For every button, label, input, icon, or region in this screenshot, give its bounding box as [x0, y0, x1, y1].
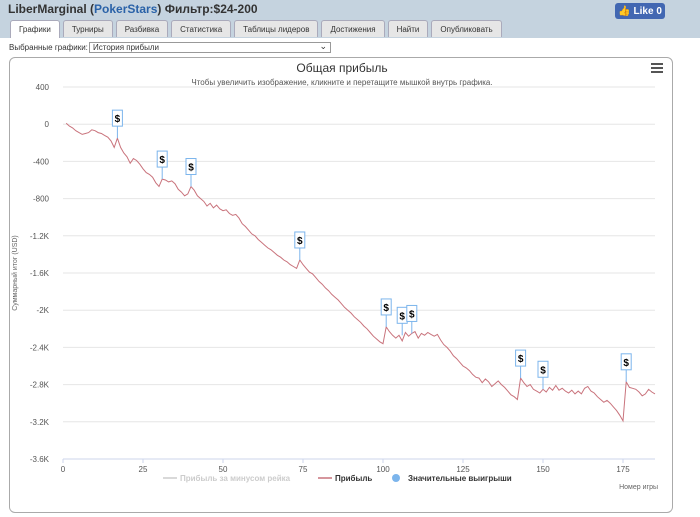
filter-text: Фильтр:$24-200 [164, 2, 258, 16]
y-tick-label: -2K [37, 306, 50, 315]
big-win-label: $ [159, 155, 165, 166]
big-win-flag [156, 150, 168, 168]
like-button[interactable]: 👍 Like 0 [615, 3, 665, 19]
legend-item-label: Прибыль за минусом рейка [180, 474, 291, 483]
y-tick-label: -2.4K [30, 343, 50, 352]
y-tick-label: -1.2K [30, 232, 50, 241]
x-tick-label: 125 [456, 465, 470, 474]
x-tick-label: 0 [61, 465, 66, 474]
tab-2[interactable]: Разбивка [115, 20, 169, 37]
thumbs-up-icon: 👍 [618, 5, 631, 17]
big-win-flag [620, 353, 632, 371]
legend-item-label: Значительные выигрыши [408, 474, 512, 483]
x-tick-label: 175 [616, 465, 630, 474]
chart-title: Общая прибыль [296, 61, 387, 75]
page-title: LiberMarginal (PokerStars) Фильтр:$24-20… [8, 2, 258, 16]
tab-6[interactable]: Найти [387, 20, 429, 37]
x-tick-label: 50 [219, 465, 228, 474]
big-win-label: $ [409, 309, 415, 320]
chart-menu-icon[interactable] [651, 63, 663, 73]
big-win-flag [111, 109, 123, 127]
like-label: Like 0 [633, 5, 662, 17]
big-win-flag [537, 360, 549, 378]
player-name: LiberMarginal [8, 2, 87, 16]
header-bar: LiberMarginal (PokerStars) Фильтр:$24-20… [0, 0, 700, 20]
tab-1[interactable]: Турниры [62, 20, 113, 37]
chart-select-value: История прибыли [93, 43, 159, 52]
y-tick-label: -3.6K [30, 455, 50, 464]
tab-3[interactable]: Статистика [171, 20, 232, 37]
site-link[interactable]: PokerStars [94, 2, 158, 16]
big-win-label: $ [540, 365, 546, 376]
chart-container [9, 57, 673, 513]
y-tick-label: -3.2K [30, 418, 50, 427]
big-win-label: $ [115, 114, 121, 125]
big-win-flag [380, 298, 392, 316]
big-win-flag [185, 158, 197, 176]
y-axis-title: Суммарный итог (USD) [11, 235, 19, 311]
y-tick-label: -800 [33, 195, 50, 204]
x-tick-label: 150 [536, 465, 550, 474]
x-tick-label: 25 [139, 465, 148, 474]
y-tick-label: -1.6K [30, 269, 50, 278]
chevron-down-icon: ⌄ [319, 41, 327, 51]
y-tick-label: -400 [33, 157, 50, 166]
tab-4[interactable]: Таблицы лидеров [234, 20, 319, 37]
legend-dot-icon [392, 474, 400, 482]
big-win-label: $ [399, 311, 405, 322]
big-win-label: $ [188, 163, 194, 174]
x-tick-label: 75 [299, 465, 308, 474]
tab-5[interactable]: Достижения [321, 20, 385, 37]
y-tick-label: 400 [36, 83, 50, 92]
main-panel: Выбранные графики: История прибыли ⌄ [0, 38, 700, 517]
y-tick-label: -2.8K [30, 381, 50, 390]
tab-bar: Графики Турниры Разбивка Статистика Таблицы … [10, 20, 502, 38]
big-win-label: $ [518, 354, 524, 365]
big-win-label: $ [383, 303, 389, 314]
legend-item-label: Прибыль [335, 474, 372, 483]
chart-select-label: Выбранные графики: [9, 43, 88, 52]
big-win-flag [406, 304, 418, 322]
tab-0[interactable]: Графики [10, 20, 60, 38]
x-axis-title: Номер игры [619, 484, 658, 491]
chart-select[interactable]: История прибыли ⌄ [89, 42, 331, 53]
x-tick-label: 100 [376, 465, 390, 474]
big-win-flag [294, 231, 306, 249]
series-line-profit [65, 122, 656, 423]
big-win-label: $ [297, 236, 303, 247]
big-win-label: $ [623, 358, 629, 369]
tab-7[interactable]: Опубликовать [431, 20, 502, 37]
y-tick-label: 0 [45, 120, 50, 129]
big-win-flag [515, 349, 527, 367]
chart-subtitle: Чтобы увеличить изображение, кликните и … [191, 78, 492, 87]
